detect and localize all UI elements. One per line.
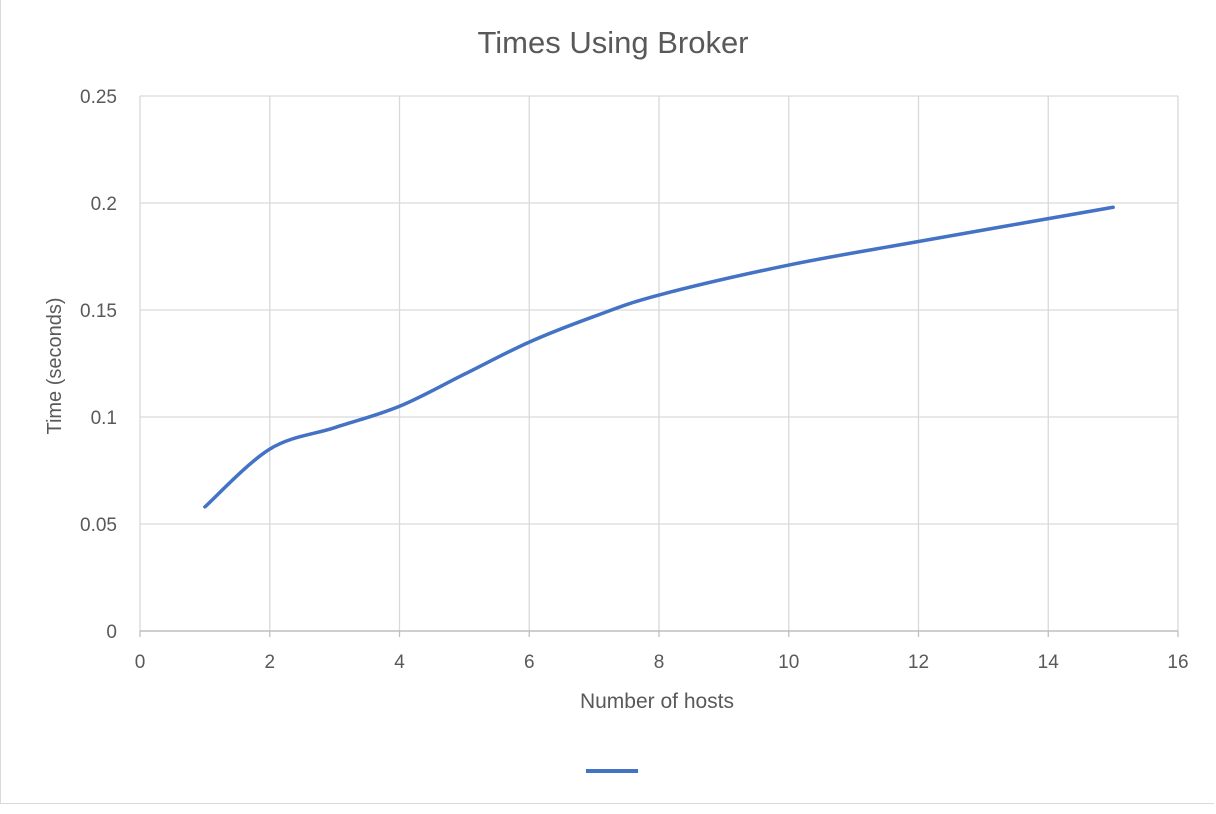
series-line (203, 205, 1115, 509)
x-tick-label: 6 (524, 652, 535, 673)
y-tick-label: 0.25 (80, 87, 117, 108)
x-tick-label: 4 (394, 652, 405, 673)
chart-title: Times Using Broker (477, 25, 748, 60)
x-tick-label: 14 (1038, 652, 1060, 673)
y-axis-label: Time (seconds) (44, 297, 66, 434)
y-tick-label: 0 (106, 622, 117, 643)
x-tick-label: 10 (778, 652, 799, 673)
x-tick-label: 0 (135, 652, 146, 673)
series-layer (203, 205, 1115, 509)
x-tick-label: 16 (1167, 652, 1188, 673)
y-tick-label: 0.2 (91, 194, 117, 215)
y-tick-label: 0.1 (91, 408, 117, 429)
gridlines (139, 95, 1179, 631)
y-axis-ticks: 0 0.05 0.1 0.15 0.2 0.25 (80, 87, 117, 643)
x-axis-ticks: 0 2 4 6 8 10 12 14 16 (135, 652, 1189, 673)
x-tick-label: 2 (264, 652, 275, 673)
y-tick-label: 0.05 (80, 515, 117, 536)
x-tick-label: 8 (654, 652, 665, 673)
y-tick-label: 0.15 (80, 301, 117, 322)
x-axis-label: Number of hosts (580, 690, 734, 713)
x-tick-label: 12 (908, 652, 929, 673)
axes (139, 630, 1179, 637)
